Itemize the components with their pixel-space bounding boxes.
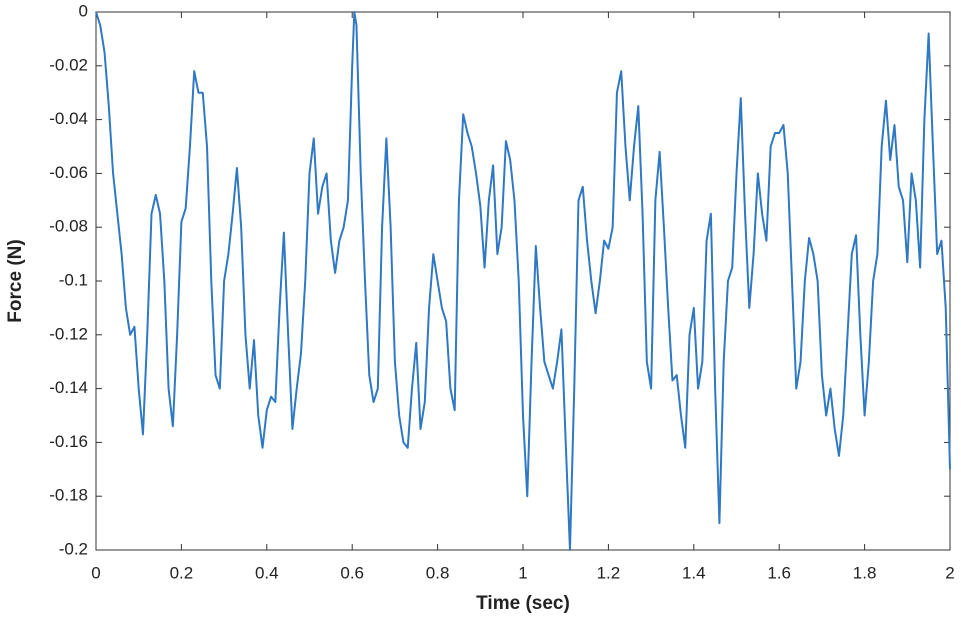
y-tick-label: -0.18 (49, 486, 88, 505)
y-tick-label: -0.02 (49, 55, 88, 74)
y-tick-label: 0 (79, 1, 88, 20)
plot-frame (95, 11, 951, 551)
x-tick-label: 1.2 (597, 563, 621, 582)
x-tick-label: 0.6 (340, 563, 364, 582)
x-tick-label: 0.2 (170, 563, 194, 582)
y-tick-label: -0.08 (49, 217, 88, 236)
y-tick-label: -0.04 (49, 109, 88, 128)
x-tick-label: 1.4 (682, 563, 706, 582)
x-tick-label: 0.4 (255, 563, 279, 582)
y-tick-label: -0.06 (49, 163, 88, 182)
x-tick-label: 2 (945, 563, 954, 582)
x-tick-label: 0 (91, 563, 100, 582)
x-tick-label: 0.8 (426, 563, 450, 582)
y-tick-label: -0.12 (49, 324, 88, 343)
data-line (95, 11, 951, 551)
x-tick-label: 1.6 (767, 563, 791, 582)
x-tick-label: 1 (518, 563, 527, 582)
y-tick-label: -0.1 (59, 270, 88, 289)
y-axis-label: Force (N) (5, 239, 26, 322)
y-tick-label: -0.14 (49, 378, 88, 397)
x-tick-label: 1.8 (853, 563, 877, 582)
y-tick-label: -0.16 (49, 432, 88, 451)
y-tick-label: -0.2 (59, 539, 88, 558)
x-axis-label: Time (sec) (476, 593, 570, 614)
